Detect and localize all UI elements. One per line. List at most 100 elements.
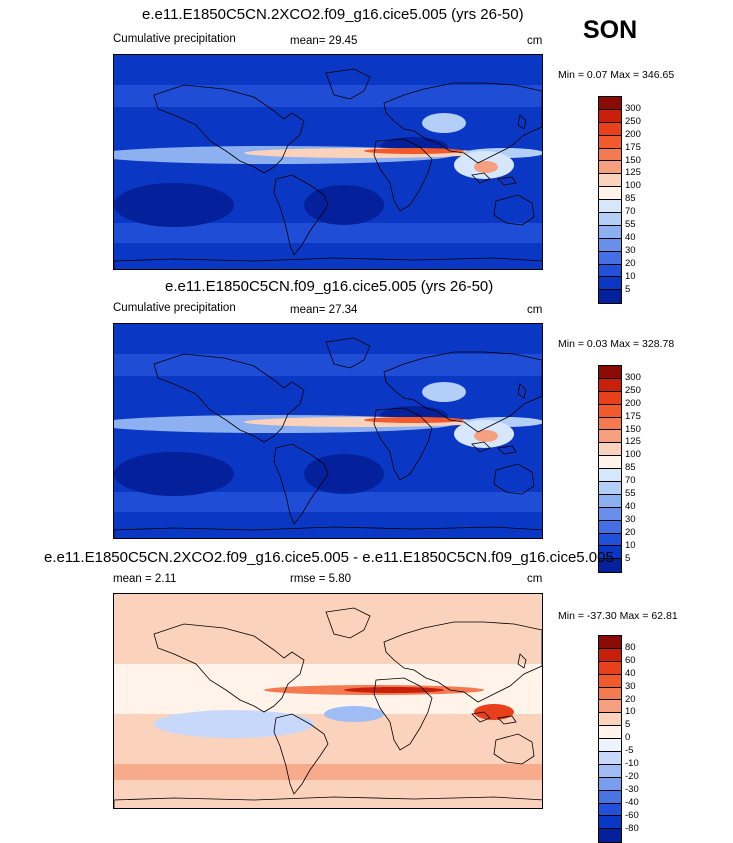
- panel3-diff-field: [114, 594, 542, 808]
- panel3-colorbar-tick-label: 20: [625, 693, 636, 705]
- panel2-colorbar: [598, 365, 622, 574]
- panel1-colorbar-tick-label: 300: [625, 102, 641, 114]
- panel1-unit: cm: [527, 35, 543, 47]
- panel3-minmax: Min = -37.30 Max = 62.81: [558, 610, 678, 622]
- panel3-colorbar-swatch: [599, 636, 621, 649]
- panel3-colorbar-tick-label: 5: [625, 719, 631, 731]
- panel1-colorbar-tick-label: 5: [625, 283, 631, 295]
- panel2-colorbar-tick-label: 100: [625, 449, 641, 461]
- panel2-colorbar-tick-label: 70: [625, 475, 636, 487]
- panel2-colorbar-tick-label: 55: [625, 488, 636, 499]
- panel1-colorbar-tick-label: 250: [625, 115, 641, 127]
- panel2-colorbar-swatch: [599, 430, 621, 444]
- panel3-colorbar-tick-label: -80: [625, 822, 639, 834]
- panel3-unit: cm: [527, 573, 543, 585]
- panel3-colorbar-tick-label: 60: [625, 654, 636, 666]
- panel1-colorbar-tick-label: 10: [625, 270, 636, 282]
- panel3-colorbar-tick-label: -5: [625, 745, 634, 757]
- panel2-colorbar-tick-label: 125: [625, 436, 641, 448]
- panel2-colorbar-tick-label: 300: [625, 371, 641, 383]
- panel1-map: [113, 54, 543, 270]
- panel1-colorbar-tick-label: 150: [625, 154, 641, 166]
- panel2-colorbar-swatch: [599, 378, 621, 392]
- panel3-colorbar-swatch: [599, 700, 621, 714]
- panel1-colorbar-tick-label: 100: [625, 180, 641, 192]
- panel2-colorbar-tick-label: 200: [625, 397, 641, 409]
- panel3-colorbar-swatch: [599, 713, 621, 727]
- panel2-map: [113, 323, 543, 539]
- panel3-colorbar-tick-label: -10: [625, 758, 639, 769]
- panel2-colorbar-swatch: [599, 482, 621, 495]
- panel2-colorbar-tick-label: 175: [625, 410, 641, 422]
- panel3-colorbar-tick-label: -40: [625, 796, 639, 808]
- panel3-colorbar: [598, 635, 622, 843]
- panel3-rmse: rmse = 5.80: [290, 573, 352, 585]
- panel3-colorbar-swatch: [599, 726, 621, 740]
- panel3-colorbar-swatch: [599, 674, 621, 688]
- panel2-colorbar-swatch: [599, 469, 621, 483]
- panel2-colorbar-swatch: [599, 456, 621, 470]
- panel2-colorbar-swatch: [599, 443, 621, 457]
- panel3-colorbar-tick-label: 0: [625, 732, 631, 744]
- panel1-colorbar-swatch: [599, 213, 621, 226]
- panel1-title: e.e11.E1850C5CN.2XCO2.f09_g16.cice5.005 …: [142, 6, 524, 23]
- panel3-colorbar-tick-label: 80: [625, 641, 636, 653]
- panel1-colorbar-tick-label: 30: [625, 244, 636, 256]
- panel2-unit: cm: [527, 304, 543, 316]
- panel1-precip-field: [114, 55, 542, 269]
- panel1-left-label: Cumulative precipitation: [113, 33, 236, 45]
- panel2-colorbar-swatch: [599, 391, 621, 405]
- panel3-title: e.e11.E1850C5CN.2XCO2.f09_g16.cice5.005 …: [44, 549, 614, 566]
- panel1-colorbar-tick-label: 40: [625, 231, 636, 243]
- panel3-map: [113, 593, 543, 809]
- panel2-colorbar-tick-label: 85: [625, 462, 636, 474]
- panel2-minmax: Min = 0.03 Max = 328.78: [558, 338, 675, 350]
- panel2-colorbar-swatch: [599, 546, 621, 560]
- panel1-colorbar-tick-label: 175: [625, 141, 641, 153]
- panel1-colorbar-swatch: [599, 174, 621, 188]
- panel1-colorbar-swatch: [599, 251, 621, 265]
- panel3-colorbar-swatch: [599, 661, 621, 675]
- panel1-colorbar-tick-label: 70: [625, 206, 636, 218]
- panel2-title: e.e11.E1850C5CN.f09_g16.cice5.005 (yrs 2…: [165, 278, 494, 295]
- panel2-precip-field: [114, 324, 542, 538]
- panel2-colorbar-swatch: [599, 507, 621, 521]
- panel3-colorbar-swatch: [599, 648, 621, 662]
- panel1-colorbar-swatch: [599, 109, 621, 123]
- panel1-colorbar-swatch: [599, 97, 621, 110]
- panel2-colorbar-tick-label: 30: [625, 513, 636, 525]
- panel1-minmax: Min = 0.07 Max = 346.65: [558, 69, 675, 81]
- panel2-colorbar-swatch: [599, 559, 621, 573]
- panel1-colorbar-swatch: [599, 161, 621, 175]
- panel3-colorbar-swatch: [599, 687, 621, 701]
- panel1-colorbar-tick-label: 55: [625, 219, 636, 230]
- panel3-colorbar-tick-label: -60: [625, 809, 639, 821]
- panel2-colorbar-tick-label: 40: [625, 500, 636, 512]
- panel3-colorbar-swatch: [599, 829, 621, 843]
- panel2-colorbar-tick-label: 5: [625, 552, 631, 564]
- panel2-colorbar-swatch: [599, 520, 621, 534]
- panel1-colorbar-swatch: [599, 135, 621, 149]
- panel2-colorbar-swatch: [599, 366, 621, 379]
- panel1-colorbar-swatch: [599, 225, 621, 239]
- panel3-colorbar-tick-label: 10: [625, 706, 636, 718]
- panel2-mean: mean= 27.34: [290, 304, 358, 316]
- panel1-colorbar-swatch: [599, 148, 621, 162]
- panel2-left-label: Cumulative precipitation: [113, 302, 236, 314]
- panel1-colorbar-swatch: [599, 290, 621, 304]
- panel1-mean: mean= 29.45: [290, 35, 358, 47]
- panel2-colorbar-swatch: [599, 533, 621, 547]
- panel1-colorbar-swatch: [599, 277, 621, 291]
- panel3-colorbar-swatch: [599, 790, 621, 804]
- panel2-colorbar-swatch: [599, 404, 621, 418]
- panel1-colorbar-tick-label: 125: [625, 167, 641, 179]
- panel1-colorbar-swatch: [599, 238, 621, 252]
- panel2-colorbar-tick-label: 150: [625, 423, 641, 435]
- panel3-colorbar-tick-label: -20: [625, 770, 639, 782]
- panel3-colorbar-tick-label: 40: [625, 667, 636, 679]
- panel1-colorbar-tick-label: 20: [625, 257, 636, 269]
- panel1-colorbar-swatch: [599, 200, 621, 214]
- panel1-colorbar-tick-label: 85: [625, 193, 636, 205]
- panel1-colorbar: [598, 96, 622, 305]
- panel2-colorbar-tick-label: 10: [625, 539, 636, 551]
